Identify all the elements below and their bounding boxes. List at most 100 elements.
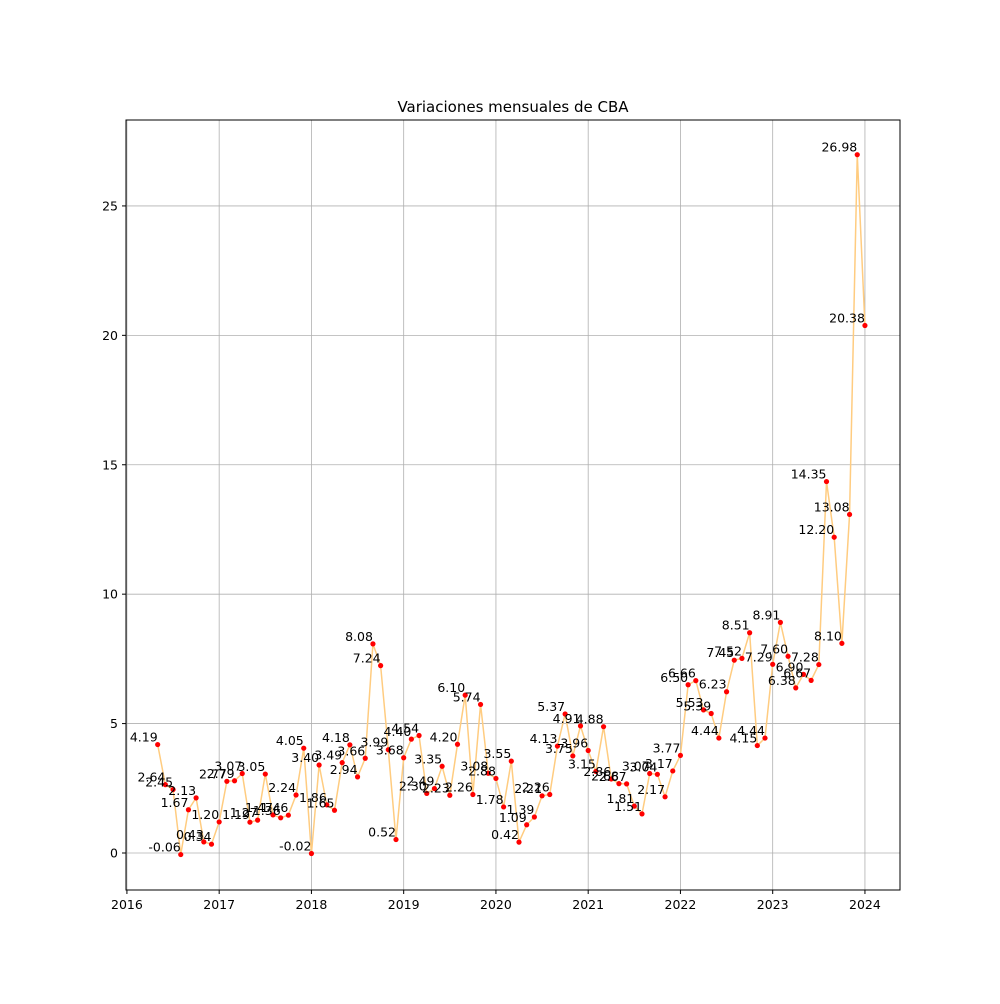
value-label: 4.91 <box>553 711 581 726</box>
x-tick-label: 2019 <box>388 897 420 912</box>
value-label: 1.46 <box>261 800 289 815</box>
value-label: 3.35 <box>414 751 442 766</box>
marker <box>501 804 507 810</box>
value-label: 1.78 <box>476 792 504 807</box>
marker <box>155 741 161 748</box>
marker <box>301 745 307 751</box>
marker <box>685 682 691 688</box>
marker <box>624 781 630 787</box>
value-label: 6.66 <box>668 666 696 681</box>
marker <box>508 758 514 764</box>
marker <box>262 771 268 777</box>
value-label: 6.38 <box>768 673 796 688</box>
value-label: 6.90 <box>776 659 804 674</box>
marker <box>662 794 668 800</box>
value-label: 3.49 <box>314 748 342 763</box>
marker <box>524 822 530 828</box>
marker <box>354 774 361 780</box>
marker <box>285 812 291 818</box>
marker <box>547 791 553 798</box>
marker <box>739 655 745 661</box>
value-label: 4.54 <box>391 720 419 735</box>
value-label: 14.35 <box>791 467 827 482</box>
value-label: 2.21 <box>514 781 542 796</box>
value-label: 6.23 <box>699 677 727 692</box>
value-label: 3.17 <box>645 756 673 771</box>
value-label: 1.65 <box>307 795 335 810</box>
value-label: 1.20 <box>191 807 219 822</box>
y-tick-label: 0 <box>110 845 118 860</box>
value-label: 8.08 <box>345 629 373 644</box>
value-label: 3.07 <box>622 759 650 774</box>
marker <box>439 763 445 769</box>
x-tick-label: 2020 <box>480 897 512 912</box>
value-label: 2.30 <box>399 778 427 793</box>
marker <box>600 724 607 730</box>
value-label: 12.20 <box>798 522 834 537</box>
marker <box>231 778 238 784</box>
marker <box>708 710 714 717</box>
value-label: 2.67 <box>599 769 627 784</box>
x-tick-label: 2023 <box>757 897 789 912</box>
value-label: 1.19 <box>222 807 250 822</box>
value-label: 4.18 <box>322 730 350 745</box>
marker <box>224 778 230 784</box>
value-label: 1.27 <box>230 805 258 820</box>
value-label: 2.77 <box>199 766 227 781</box>
marker <box>370 641 376 647</box>
value-label: 3.66 <box>337 743 365 758</box>
marker <box>247 819 253 825</box>
marker <box>193 795 199 801</box>
marker <box>462 692 468 698</box>
y-tick-label: 15 <box>102 457 118 472</box>
marker <box>831 534 837 540</box>
value-label: 7.45 <box>706 645 734 660</box>
marker <box>862 322 868 329</box>
marker <box>723 689 730 695</box>
x-tick-label: 2024 <box>849 897 881 912</box>
value-label: 1.47 <box>245 800 273 815</box>
x-tick-label: 2021 <box>572 897 604 912</box>
value-label: 4.20 <box>430 729 458 744</box>
value-label: 3.07 <box>214 759 242 774</box>
marker <box>208 841 215 847</box>
marker <box>731 657 737 663</box>
value-label: 1.67 <box>161 795 189 810</box>
value-label: 1.39 <box>507 802 535 817</box>
marker <box>324 802 330 808</box>
value-label: 4.40 <box>384 724 412 739</box>
value-label: 2.24 <box>268 780 296 795</box>
value-label: 2.68 <box>591 769 619 784</box>
marker <box>178 851 184 858</box>
value-label: 2.64 <box>138 770 166 785</box>
value-label: 4.44 <box>691 723 719 738</box>
marker <box>647 770 653 777</box>
value-label: 0.43 <box>176 827 204 842</box>
value-label: 7.24 <box>353 651 381 666</box>
axes-frame <box>125 119 901 891</box>
value-label: 1.86 <box>299 790 327 805</box>
value-label: 2.94 <box>330 762 358 777</box>
marker <box>516 839 522 845</box>
marker <box>808 677 814 683</box>
value-label: 1.81 <box>606 791 634 806</box>
y-tick-label: 25 <box>102 198 118 213</box>
marker <box>654 771 660 777</box>
value-label: 2.88 <box>468 763 496 778</box>
value-label: 20.38 <box>829 311 865 326</box>
value-label: 4.19 <box>130 730 158 745</box>
value-label: 2.26 <box>522 779 550 794</box>
value-label: 6.10 <box>437 680 465 695</box>
marker <box>162 782 168 788</box>
x-tick-label: 2017 <box>203 897 235 912</box>
y-tick-label: 20 <box>102 328 118 343</box>
marker <box>331 807 338 813</box>
value-label: 8.51 <box>722 618 750 633</box>
value-label: 2.86 <box>583 764 611 779</box>
value-label: 4.44 <box>737 723 765 738</box>
y-tick-label: 5 <box>110 716 118 731</box>
marker <box>616 781 622 787</box>
marker <box>677 752 684 759</box>
value-label: 7.52 <box>714 643 742 658</box>
